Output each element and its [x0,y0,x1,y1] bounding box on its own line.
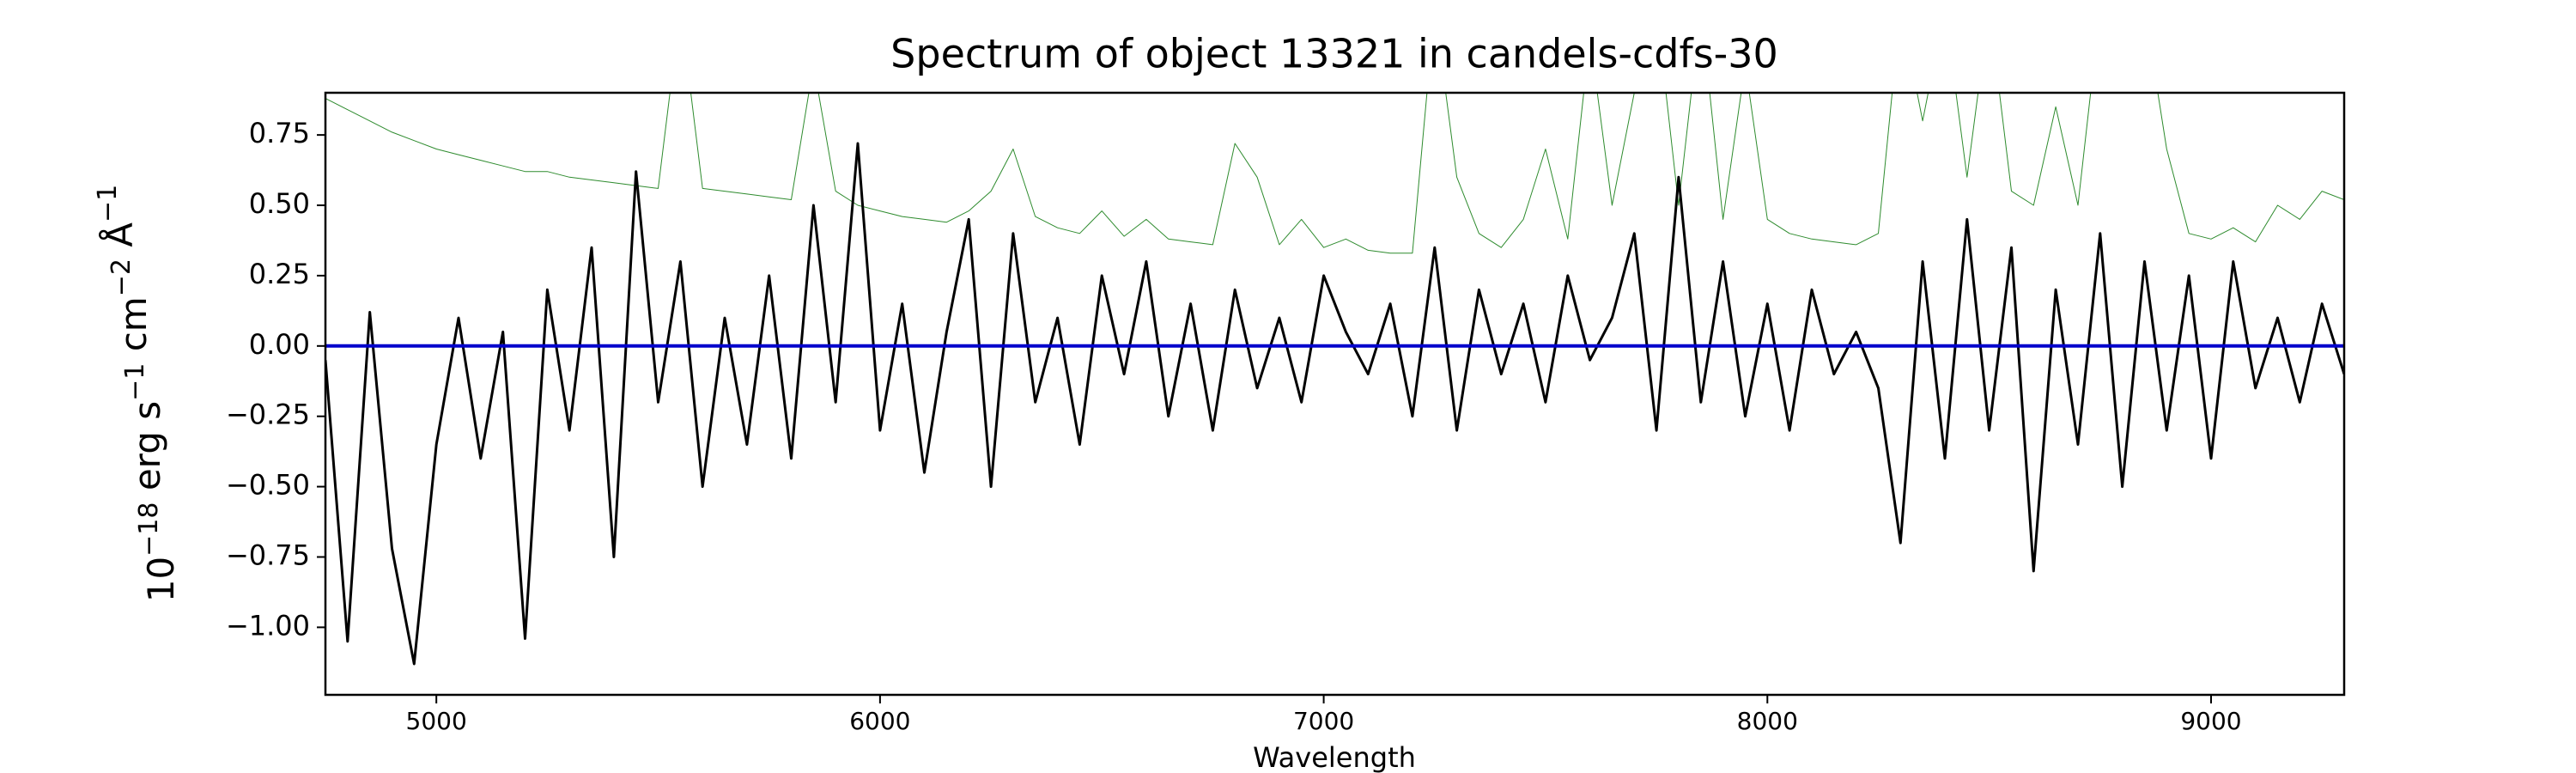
spectrum-line [325,93,2344,254]
x-tick-label: 5000 [406,707,467,735]
y-label-text: Å [98,222,141,247]
y-tick-label: −0.50 [226,469,310,502]
y-tick-label: −1.00 [226,609,310,642]
y-label-text: erg s [126,401,168,490]
y-tick-label: −0.75 [226,539,310,571]
y-tick-label: 0.75 [249,117,310,149]
y-label-text: cm [112,296,155,351]
x-tick-label: 8000 [1737,707,1798,735]
axes-frame [324,91,2346,697]
x-tick-label: 9000 [2180,707,2241,735]
y-tick-label: 0.50 [249,187,310,220]
y-label-sup: −18 [134,502,164,557]
x-tick-label: 7000 [1293,707,1354,735]
plot-area [325,93,2344,666]
y-tick-label: 0.25 [249,258,310,290]
y-label-sup: −1 [120,363,150,401]
y-label-sup: −1 [93,185,123,222]
y-label-sup: −2 [106,259,137,296]
y-tick-label: 0.00 [249,328,310,361]
y-axis-label: 10−18 erg s−1 cm−2 Å−1 [93,185,182,603]
chart-title: Spectrum of object 13321 in candels-cdfs… [890,31,1778,77]
x-tick-label: 6000 [849,707,910,735]
y-tick-label: −0.25 [226,399,310,431]
spectrum-line [325,142,2344,666]
x-axis-label: Wavelength [1253,741,1416,773]
y-label-text: 10 [140,557,182,602]
